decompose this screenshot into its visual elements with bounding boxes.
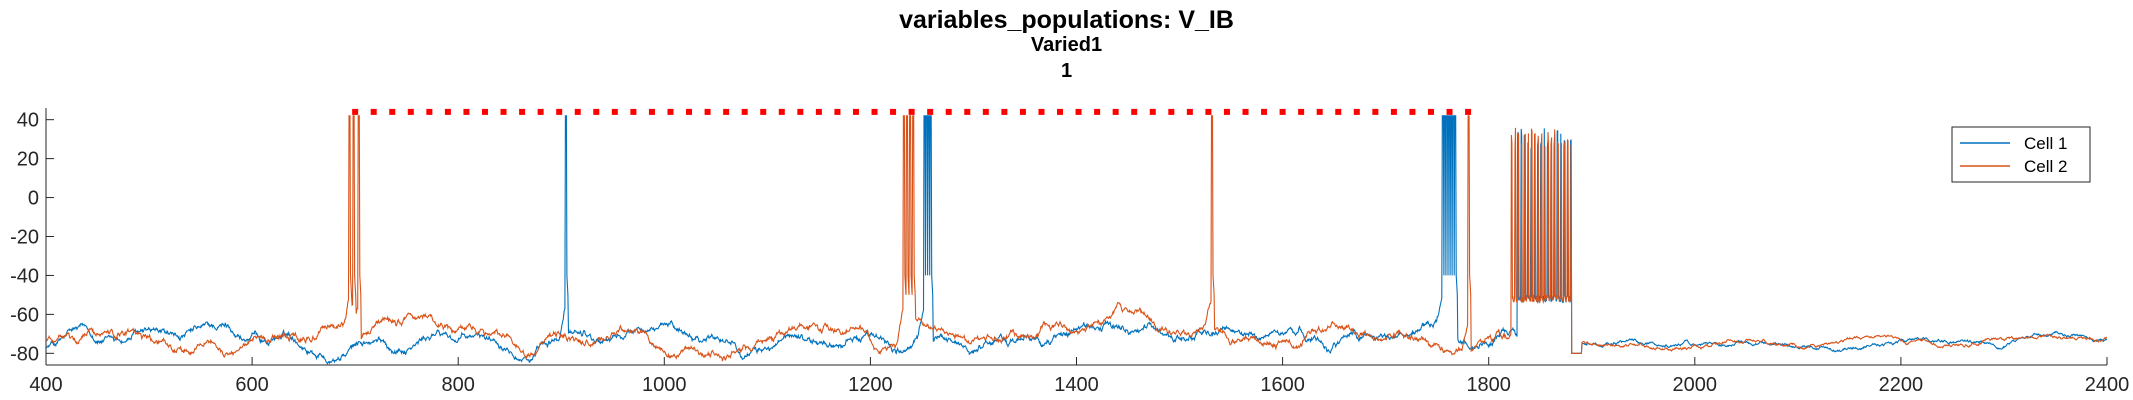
- x-tick-label: 1400: [1054, 374, 1099, 396]
- raster-marker: [908, 108, 915, 115]
- raster-marker: [871, 108, 878, 115]
- raster-marker: [500, 108, 507, 115]
- x-tick-label: 2000: [1673, 374, 1718, 396]
- raster-marker: [741, 108, 748, 115]
- raster-marker: [593, 108, 600, 115]
- raster-marker: [1242, 108, 1249, 115]
- raster-marker: [1316, 108, 1323, 115]
- raster-marker: [556, 108, 563, 115]
- raster-marker: [407, 108, 414, 115]
- raster-marker: [444, 108, 451, 115]
- raster-marker: [1353, 108, 1360, 115]
- legend-box: [1951, 126, 2091, 183]
- raster-marker: [945, 108, 952, 115]
- y-tick-label: 20: [17, 149, 39, 171]
- raster-marker: [463, 108, 470, 115]
- x-tick-label: 1000: [642, 374, 687, 396]
- raster-marker: [370, 108, 377, 115]
- y-tick-label: 40: [17, 110, 39, 132]
- raster-marker: [1446, 108, 1453, 115]
- raster-marker: [815, 108, 822, 115]
- series-line-2: [46, 115, 2107, 362]
- raster-marker: [704, 108, 711, 115]
- y-tick-label: -60: [10, 304, 39, 326]
- raster-marker: [686, 108, 693, 115]
- raster-marker: [964, 108, 971, 115]
- raster-marker: [1261, 108, 1268, 115]
- raster-marker: [630, 108, 637, 115]
- raster-marker: [890, 108, 897, 115]
- raster-marker: [982, 108, 989, 115]
- y-tick-label: -20: [10, 227, 39, 249]
- raster-marker: [1131, 108, 1138, 115]
- axes: 400 600 800 1000 1200 1400 1600 1800 2000 2200 240…: [10, 108, 2129, 396]
- y-tick-label: 0: [28, 188, 39, 210]
- y-tick-label: -40: [10, 265, 39, 287]
- series-line-1: [46, 115, 2107, 365]
- raster-marker: [1075, 108, 1082, 115]
- x-tick-label: 600: [235, 374, 268, 396]
- raster-marker: [778, 108, 785, 115]
- x-tick-label: 2200: [1879, 374, 1924, 396]
- raster-marker: [648, 108, 655, 115]
- chart-subtitle-2: 1: [1060, 60, 1073, 82]
- x-tick-label: 400: [29, 374, 62, 396]
- raster-marker: [1168, 108, 1175, 115]
- raster-marker: [1094, 108, 1101, 115]
- raster-marker: [519, 108, 526, 115]
- raster-marker: [723, 108, 730, 115]
- raster-marker: [1149, 108, 1156, 115]
- raster-marker: [574, 108, 581, 115]
- chart-title: variables_populations: V_IB: [899, 6, 1234, 34]
- raster-marker: [1112, 108, 1119, 115]
- raster-marker: [834, 108, 841, 115]
- raster-marker: [852, 108, 859, 115]
- raster-marker: [352, 108, 359, 115]
- raster-marker: [1001, 108, 1008, 115]
- raster-marker: [667, 108, 674, 115]
- raster-marker: [1335, 108, 1342, 115]
- y-tick-label: -80: [10, 343, 39, 365]
- raster-marker: [389, 108, 396, 115]
- chart-subtitle: Varied1: [1030, 34, 1103, 56]
- raster-marker: [1372, 108, 1379, 115]
- raster-marker: [1057, 108, 1064, 115]
- raster-marker: [1019, 108, 1026, 115]
- legend-label: Cell 1: [2024, 134, 2067, 153]
- legend: Cell 1 Cell 2: [1951, 126, 2091, 183]
- x-tick-label: 1800: [1466, 374, 1511, 396]
- x-tick-label: 2400: [2085, 374, 2130, 396]
- raster-marker: [426, 108, 433, 115]
- x-tick-label: 1600: [1260, 374, 1305, 396]
- raster-marker: [481, 108, 488, 115]
- raster-marker: [760, 108, 767, 115]
- raster-marker: [1223, 108, 1230, 115]
- legend-label: Cell 2: [2024, 157, 2067, 176]
- raster-marker: [927, 108, 934, 115]
- x-tick-label: 800: [442, 374, 475, 396]
- raster-marker: [1409, 108, 1416, 115]
- x-tick-label: 1200: [848, 374, 893, 396]
- raster-marker: [1427, 108, 1434, 115]
- raster-marker: [797, 108, 804, 115]
- raster-marker: [1186, 108, 1193, 115]
- raster-marker: [1298, 108, 1305, 115]
- raster-marker: [1390, 108, 1397, 115]
- raster-marker: [1038, 108, 1045, 115]
- plot-area: [46, 108, 2107, 365]
- raster-marker: [537, 108, 544, 115]
- raster-marker: [1279, 108, 1286, 115]
- raster-marker: [611, 108, 618, 115]
- raster-marker: [1465, 108, 1472, 115]
- raster-marker: [1205, 108, 1212, 115]
